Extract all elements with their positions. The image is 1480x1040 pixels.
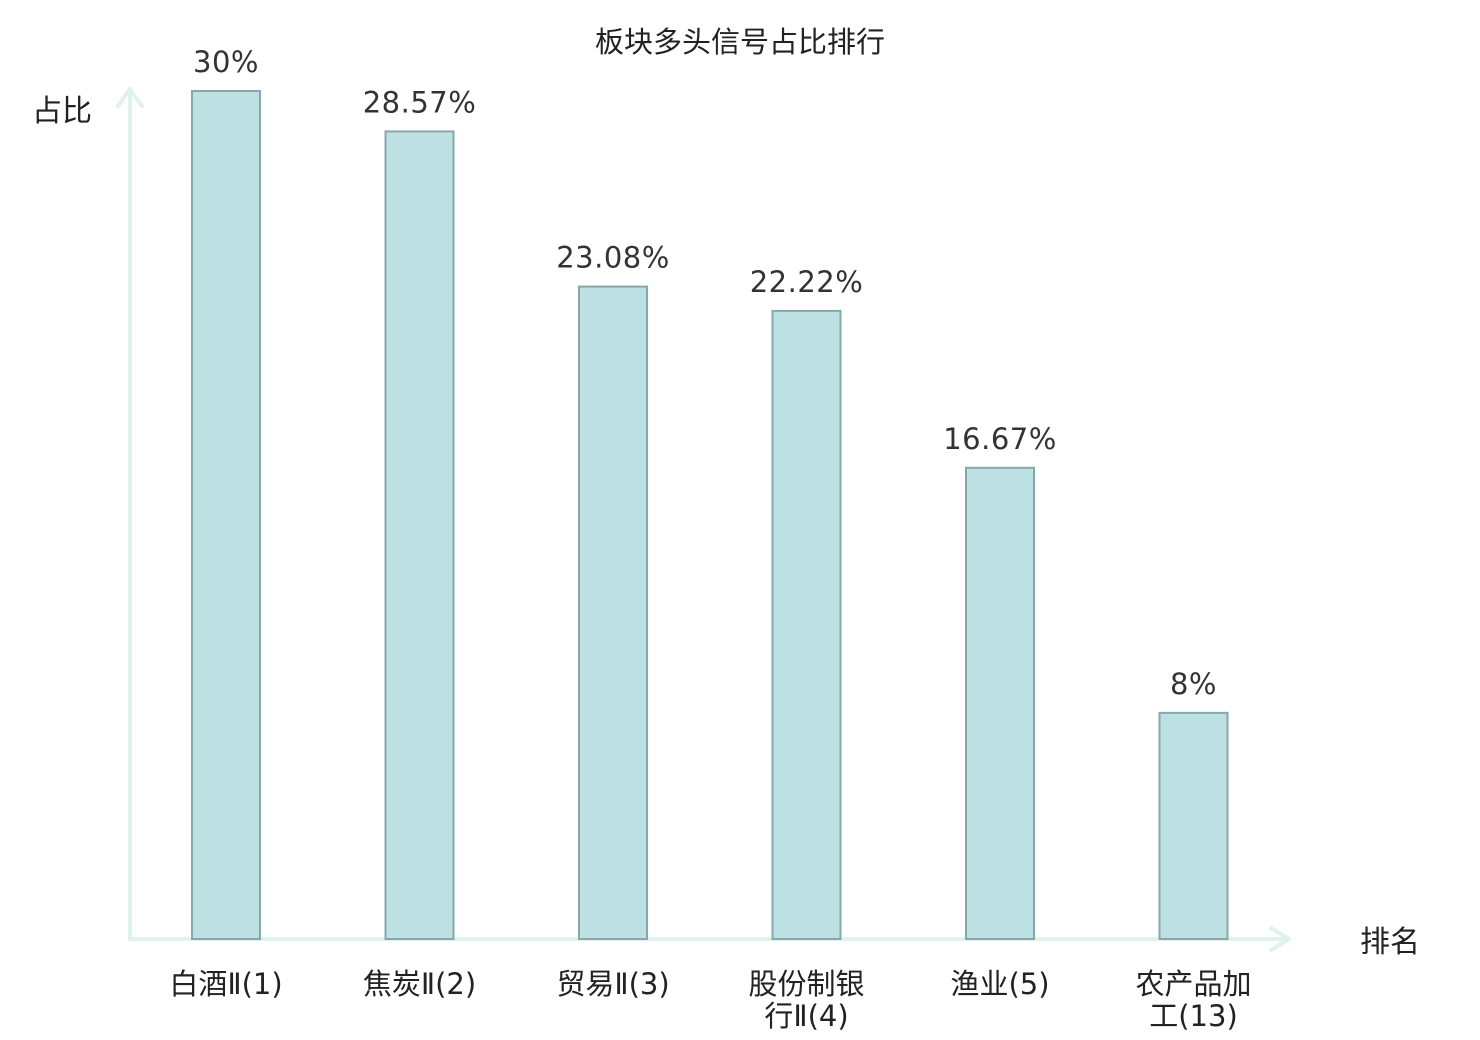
bar-1	[191, 90, 261, 940]
category-label-4: 股份制银行Ⅱ(4)	[748, 967, 864, 1033]
value-label-6: 8%	[1170, 667, 1217, 701]
value-label-5: 16.67%	[943, 422, 1057, 456]
bar-2	[384, 130, 455, 940]
value-label-2: 28.57%	[363, 85, 477, 119]
y-axis-label: 占比	[32, 94, 92, 129]
category-label-2: 焦炭Ⅱ(2)	[363, 967, 476, 1001]
value-labels: 30% 28.57% 23.08% 22.22% 16.67% 8%	[193, 45, 1217, 701]
value-label-1: 30%	[193, 45, 259, 79]
category-labels: 白酒Ⅱ(1) 焦炭Ⅱ(2) 贸易Ⅱ(3) 股份制银行Ⅱ(4) 渔业(5) 农产品加工(13…	[169, 967, 1251, 1033]
category-label-1: 白酒Ⅱ(1)	[169, 967, 282, 1001]
bar-6	[1158, 711, 1229, 940]
bar-4	[771, 309, 842, 940]
x-axis-label: 排名	[1360, 925, 1420, 960]
y-axis-arrow	[116, 87, 144, 108]
bars	[191, 90, 1229, 940]
axes	[116, 87, 1291, 952]
category-label-3: 贸易Ⅱ(3)	[556, 967, 669, 1001]
category-label-5: 渔业(5)	[950, 967, 1049, 1001]
value-label-4: 22.22%	[750, 265, 864, 299]
value-label-3: 23.08%	[556, 241, 670, 275]
x-axis-arrow	[1269, 926, 1291, 952]
category-label-6: 农产品加工(13)	[1135, 967, 1251, 1033]
bar-5	[965, 466, 1035, 940]
bar-3	[578, 285, 648, 940]
chart-title: 板块多头信号占比排行	[595, 25, 885, 59]
